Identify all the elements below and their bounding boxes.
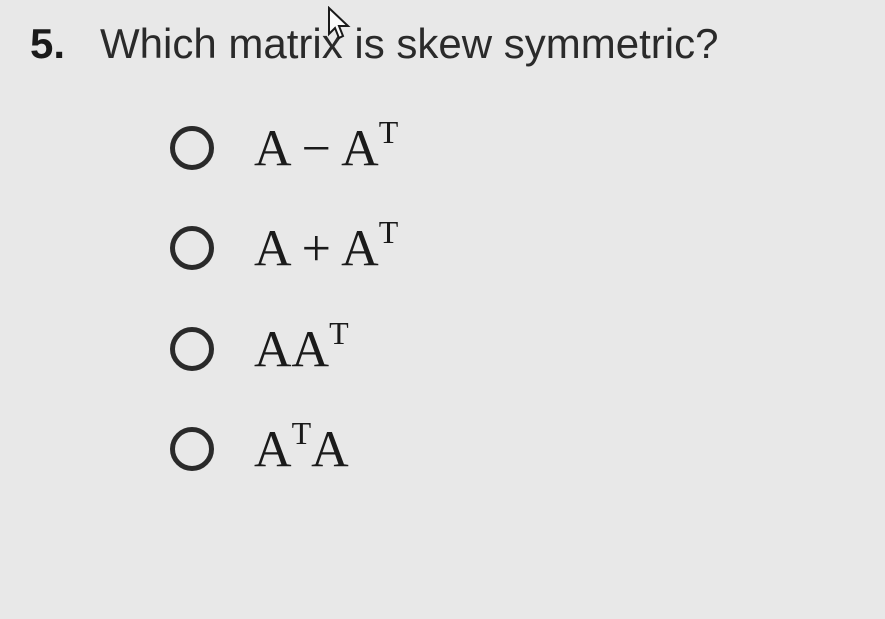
option-row-4[interactable]: ATA (170, 419, 855, 479)
option-row-1[interactable]: A − AT (170, 118, 855, 178)
option-text-2: A + AT (254, 218, 398, 278)
radio-icon[interactable] (170, 226, 214, 270)
question-text: Which matrix is skew symmetric? (100, 20, 718, 68)
question-number: 5. (30, 20, 65, 68)
radio-icon[interactable] (170, 427, 214, 471)
option-text-4: ATA (254, 419, 349, 479)
radio-icon[interactable] (170, 327, 214, 371)
radio-icon[interactable] (170, 126, 214, 170)
option-text-1: A − AT (254, 118, 398, 178)
option-text-3: AAT (254, 319, 349, 379)
question-row: 5. Which matrix is skew symmetric? (30, 20, 855, 68)
options-container: A − AT A + AT AAT ATA (30, 118, 855, 479)
option-row-2[interactable]: A + AT (170, 218, 855, 278)
option-row-3[interactable]: AAT (170, 319, 855, 379)
